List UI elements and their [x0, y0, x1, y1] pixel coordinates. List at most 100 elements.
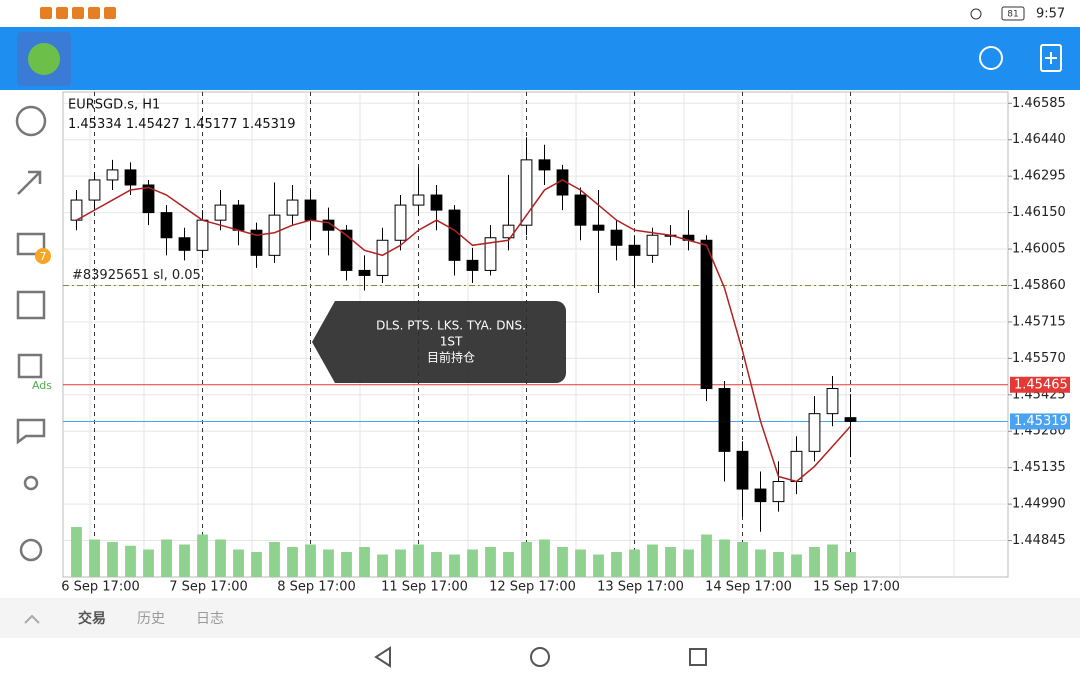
candle-body: [808, 413, 821, 452]
x-tick-label: 13 Sep 17:00: [597, 580, 684, 595]
candle-body: [718, 388, 731, 452]
tab-journal[interactable]: 日志: [196, 611, 224, 627]
battery-level: 81: [1007, 10, 1018, 20]
x-tick-label: 11 Sep 17:00: [381, 580, 468, 595]
nav-trade[interactable]: [17, 170, 42, 195]
candle-body: [772, 481, 785, 503]
position-tooltip[interactable]: [312, 301, 566, 383]
volume-bar: [71, 527, 82, 577]
currency-button[interactable]: [979, 46, 1003, 70]
volume-bar: [359, 547, 370, 577]
nav-ads[interactable]: [17, 353, 43, 379]
nav-chat[interactable]: [16, 418, 46, 445]
candle-body: [178, 237, 191, 251]
candle-body: [466, 259, 479, 271]
price-level-box: [1010, 413, 1070, 430]
price-level-label: 1.45465: [1014, 377, 1068, 392]
candle-body: [124, 169, 137, 186]
volume-bar: [737, 542, 748, 577]
candle-body: [268, 214, 281, 256]
volume-bar: [665, 547, 676, 577]
nav-quotes[interactable]: [15, 105, 47, 137]
volume-bar: [719, 539, 730, 577]
ohlc-readout: 1.45334 1.45427 1.45177 1.45319: [68, 117, 295, 132]
candle-body: [592, 224, 605, 231]
candle-body: [430, 194, 443, 211]
bottom-tabs: [0, 598, 1080, 638]
candle-body: [610, 229, 623, 246]
candle-body: [394, 204, 407, 241]
volume-bar: [701, 534, 712, 577]
volume-bar: [287, 547, 298, 577]
nav-community[interactable]: [23, 475, 39, 491]
notification-icons: [40, 7, 116, 19]
volume-bar: [341, 552, 352, 577]
candle-body: [628, 244, 641, 256]
volume-bar: [449, 554, 460, 577]
volume-bar: [143, 549, 154, 577]
nav-news[interactable]: [16, 290, 46, 320]
y-tick-label: 1.46440: [1012, 132, 1066, 147]
candle-body: [844, 417, 857, 422]
candle-body: [196, 219, 209, 251]
candle-body: [160, 212, 173, 239]
volume-bar: [521, 542, 532, 577]
tab-trade[interactable]: 交易: [78, 610, 106, 627]
mail-badge: [35, 248, 51, 264]
volume-bar: [269, 542, 280, 577]
y-tick-label: 1.46150: [1012, 205, 1066, 220]
volume-bar: [845, 552, 856, 577]
recents-button[interactable]: [689, 648, 707, 666]
ohlc-open: 1.45334: [68, 117, 122, 132]
battery: [1001, 6, 1025, 21]
new-order-button[interactable]: [1040, 44, 1062, 72]
logo-mark: [28, 43, 60, 75]
volume-bar: [197, 534, 208, 577]
candle-body: [106, 169, 119, 181]
tooltip-line: 目前持仓: [427, 350, 475, 365]
volume-bar: [89, 539, 100, 577]
candle-body: [754, 488, 767, 503]
home-button[interactable]: [530, 647, 550, 667]
nav-bar: [0, 638, 1080, 675]
volume-bar: [503, 552, 514, 577]
candle-body: [358, 269, 371, 276]
expand-button[interactable]: [24, 614, 40, 624]
clock: 9:57: [1036, 7, 1065, 22]
x-tick-label: 15 Sep 17:00: [813, 580, 900, 595]
volume-bar: [377, 554, 388, 577]
candle-body: [250, 229, 263, 256]
y-tick-label: 1.45570: [1012, 351, 1066, 366]
tab-history[interactable]: 历史: [137, 611, 165, 627]
ohlc-low: 1.45177: [184, 117, 238, 132]
ohlc-high: 1.45427: [126, 117, 180, 132]
nav-mail[interactable]: [16, 232, 46, 256]
volume-bar: [251, 552, 262, 577]
ohlc-close: 1.45319: [242, 117, 296, 132]
volume-bar: [179, 544, 190, 577]
candle-body: [70, 199, 83, 221]
volume-bar: [809, 547, 820, 577]
volume-bar: [467, 549, 478, 577]
volume-bar: [395, 549, 406, 577]
candle-body: [412, 194, 425, 206]
candle-body: [826, 388, 839, 415]
volume-bar: [305, 544, 316, 577]
candle-body: [646, 234, 659, 256]
back-button[interactable]: [374, 646, 391, 668]
nav-settings[interactable]: [19, 538, 43, 562]
candle-body: [88, 179, 101, 201]
candle-body: [142, 184, 155, 214]
tooltip-line: DLS. PTS. LKS. TYA. DNS.: [376, 319, 526, 333]
volume-bar: [125, 545, 136, 577]
volume-bar: [647, 544, 658, 577]
x-tick-label: 12 Sep 17:00: [489, 580, 576, 595]
candle-body: [538, 159, 551, 171]
volume-bar: [683, 549, 694, 577]
x-tick-label: 7 Sep 17:00: [169, 580, 248, 595]
eye-icon: [970, 8, 982, 20]
volume-bar: [611, 552, 622, 577]
volume-bar: [161, 539, 172, 577]
app-header: [0, 27, 1080, 90]
